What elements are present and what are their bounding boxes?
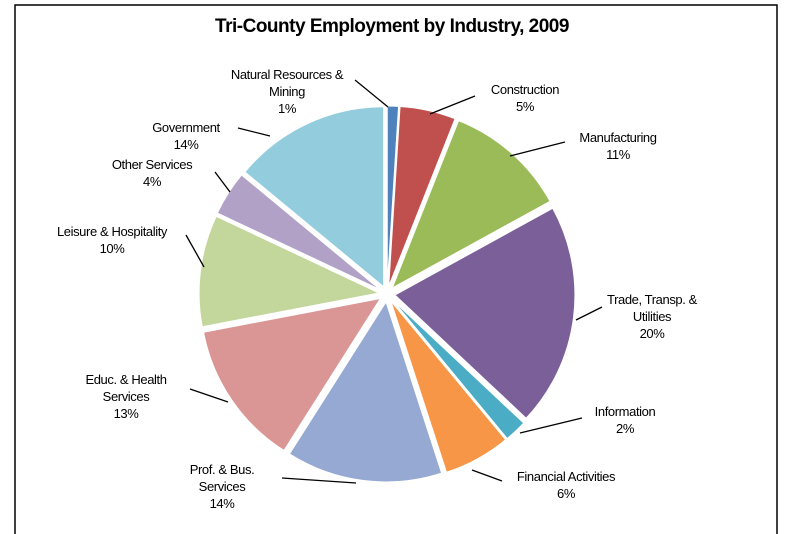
slice-label: Government [152,120,220,135]
slice-value-label-box: 13% [113,406,139,421]
slice-label: Natural Resources & Mining [230,67,344,99]
leader-line [189,388,229,403]
slice-label: Leisure & Hospitality [56,224,168,239]
slice-label-box: Financial Activities [516,469,616,484]
slice-value-label-box: 14% [173,137,199,152]
slice-value-label-box: 5% [516,99,534,114]
slice-label: Other Services [111,157,193,172]
slice-value-label-box: 6% [557,486,575,501]
slice-value-label-box: 14% [209,496,235,511]
slice-value-label-box: 4% [143,174,161,189]
leader-line [575,306,603,321]
slice-label: Financial Activities [516,469,616,484]
slice-value-label: 4% [143,174,161,189]
leader-line [185,234,205,268]
slice-value-label: 1% [278,101,296,116]
slice-label-box: Trade, Transp. & Utilities [607,292,697,324]
pie-slice [388,106,456,287]
leader-line [509,141,566,157]
leader-line [519,417,583,434]
slice-label-box: Prof. & Bus. Services [189,462,255,494]
pie-slice [391,119,551,290]
slice-label: Trade, Transp. & Utilities [607,292,697,324]
slice-label: Information [594,404,656,419]
slice-value-label: 14% [209,496,235,511]
pie-slice [390,300,507,473]
pie-slice [288,300,443,483]
slice-value-label: 13% [113,406,139,421]
slice-value-label: 10% [99,241,125,256]
slice-label: Educ. & Health Services [85,372,167,404]
slice-label-box: Construction [490,82,560,97]
slice-label-box: Manufacturing [579,130,657,145]
leader-line [237,127,271,137]
pie-slice [216,174,381,291]
slice-label-box: Information [594,404,656,419]
leader-line [214,171,231,193]
leader-line [429,95,476,115]
leader-line [354,79,389,108]
pie-slice [244,106,385,288]
slice-label-box: Government [152,120,220,135]
slice-value-label: 14% [173,137,199,152]
chart-title: Tri-County Employment by Industry, 2009 [215,16,569,37]
pie-slice [202,297,382,452]
slice-value-label-box: 11% [606,147,630,162]
slice-value-label: 20% [639,326,665,341]
pie-slice [392,299,525,440]
slice-value-label: 2% [616,421,634,436]
slice-value-label-box: 1% [278,101,296,116]
slice-value-label: 6% [557,486,575,501]
pie-slice [394,207,576,419]
slice-label-box: Natural Resources & Mining [230,67,344,99]
slice-value-label-box: 20% [639,326,665,341]
slice-value-label-box: 10% [99,241,125,256]
slice-label-box: Leisure & Hospitality [56,224,168,239]
slice-value-label-box: 2% [616,421,634,436]
slice-label: Construction [490,82,560,97]
slice-label: Manufacturing [579,130,657,145]
slice-value-label: 11% [606,147,630,162]
pie-slice [198,215,381,328]
slice-label-box: Educ. & Health Services [85,372,167,404]
leader-line [281,477,357,484]
leader-line [471,469,503,482]
slice-value-label: 5% [516,99,534,114]
slice-label-box: Other Services [111,157,193,172]
slice-label: Prof. & Bus. Services [189,462,255,494]
